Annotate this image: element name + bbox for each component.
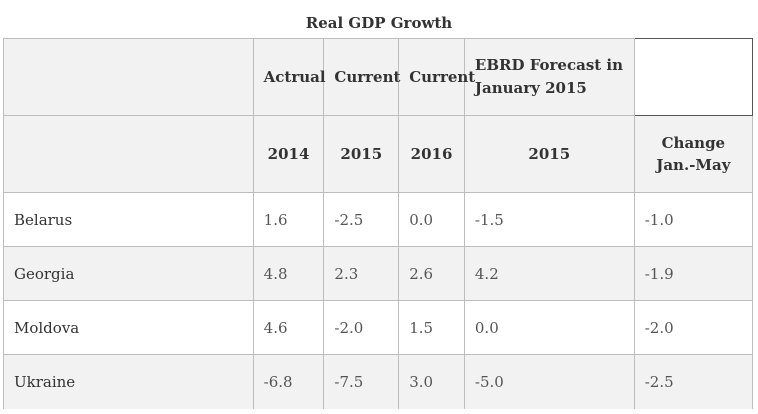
header-row-2: 2014 2015 2016 2015 Change Jan.-May xyxy=(3,115,754,193)
country-cell: Georgia xyxy=(3,246,254,301)
value-cell: 3.0 xyxy=(398,354,465,409)
value-cell: -7.5 xyxy=(323,354,400,409)
table-row: Georgia 4.8 2.3 2.6 4.2 -1.9 xyxy=(3,246,754,301)
value-cell: 4.8 xyxy=(252,246,325,301)
value-cell: -5.0 xyxy=(463,354,635,409)
value-cell: -6.8 xyxy=(252,354,325,409)
country-cell: Belarus xyxy=(3,192,254,247)
value-cell: 2.6 xyxy=(398,246,465,301)
header-cell-blank xyxy=(633,38,754,116)
value-cell: -2.5 xyxy=(323,192,400,247)
table-row: Belarus 1.6 -2.5 0.0 -1.5 -1.0 xyxy=(3,192,754,247)
table-row: Ukraine -6.8 -7.5 3.0 -5.0 -2.5 xyxy=(3,354,754,409)
value-cell: -2.0 xyxy=(323,300,400,355)
value-cell: 1.5 xyxy=(398,300,465,355)
value-cell: -1.9 xyxy=(633,246,754,301)
value-cell: -1.5 xyxy=(463,192,635,247)
header-row-1: Actrual Current Current EBRD Forecast in… xyxy=(3,38,754,116)
table-caption: Real GDP Growth xyxy=(305,14,453,32)
value-cell: 4.6 xyxy=(252,300,325,355)
value-cell: 4.2 xyxy=(463,246,635,301)
header-ebrd-forecast: EBRD Forecast in January 2015 xyxy=(463,38,635,116)
header-year-2014: 2014 xyxy=(252,115,325,193)
value-cell: 0.0 xyxy=(463,300,635,355)
header-current-2015: Current xyxy=(323,38,400,116)
header-forecast-year: 2015 xyxy=(463,115,635,193)
value-cell: -1.0 xyxy=(633,192,754,247)
value-cell: 1.6 xyxy=(252,192,325,247)
value-cell: 2.3 xyxy=(323,246,400,301)
value-cell: -2.5 xyxy=(633,354,754,409)
header-year-2015: 2015 xyxy=(323,115,400,193)
header-cell-empty xyxy=(3,38,254,116)
header-change: Change Jan.-May xyxy=(633,115,754,193)
gdp-growth-table: Actrual Current Current EBRD Forecast in… xyxy=(3,38,754,409)
header-year-2016: 2016 xyxy=(398,115,465,193)
value-cell: 0.0 xyxy=(398,192,465,247)
header-actual: Actrual xyxy=(252,38,326,116)
header-current-2016: Current xyxy=(398,38,475,116)
country-cell: Moldova xyxy=(3,300,254,355)
table-row: Moldova 4.6 -2.0 1.5 0.0 -2.0 xyxy=(3,300,754,355)
country-cell: Ukraine xyxy=(3,354,254,409)
header-cell-empty xyxy=(3,115,254,193)
value-cell: -2.0 xyxy=(633,300,754,355)
